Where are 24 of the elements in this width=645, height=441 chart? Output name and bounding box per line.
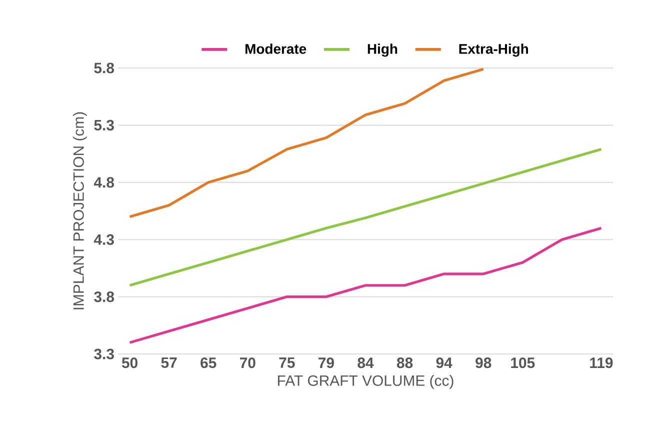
legend-label: Extra-High bbox=[459, 44, 528, 57]
y-tick-label: 3.8 bbox=[94, 291, 114, 302]
x-tick-label: 119 bbox=[590, 358, 613, 368]
x-tick-label: 65 bbox=[200, 358, 216, 368]
x-tick-label: 98 bbox=[476, 358, 492, 368]
x-tick-label: 88 bbox=[396, 358, 413, 368]
y-tick-label: 4.3 bbox=[94, 234, 114, 245]
line-series bbox=[128, 68, 485, 218]
x-tick-label: 70 bbox=[240, 358, 256, 368]
y-tick-label: 4.8 bbox=[94, 177, 114, 188]
x-tick-label: 79 bbox=[318, 358, 334, 368]
y-tick-label: 3.3 bbox=[94, 348, 114, 360]
x-tick-label: 57 bbox=[161, 358, 177, 368]
x-tick-label: 105 bbox=[511, 358, 535, 368]
x-tick-label: 50 bbox=[122, 358, 138, 368]
y-tick-label: 5.3 bbox=[94, 120, 114, 131]
x-tick-label: 75 bbox=[279, 358, 295, 368]
y-tick-label: 5.8 bbox=[94, 62, 114, 74]
legend-label: Moderate bbox=[246, 44, 306, 54]
y-axis-title: IMPLANT PROJECTION (cm) bbox=[72, 112, 87, 310]
x-tick-label: 94 bbox=[436, 358, 452, 368]
x-tick-label: 84 bbox=[358, 358, 374, 368]
x-axis-title: FAT GRAFT VOLUME (cc) bbox=[278, 374, 454, 389]
legend-label: High bbox=[368, 44, 398, 57]
